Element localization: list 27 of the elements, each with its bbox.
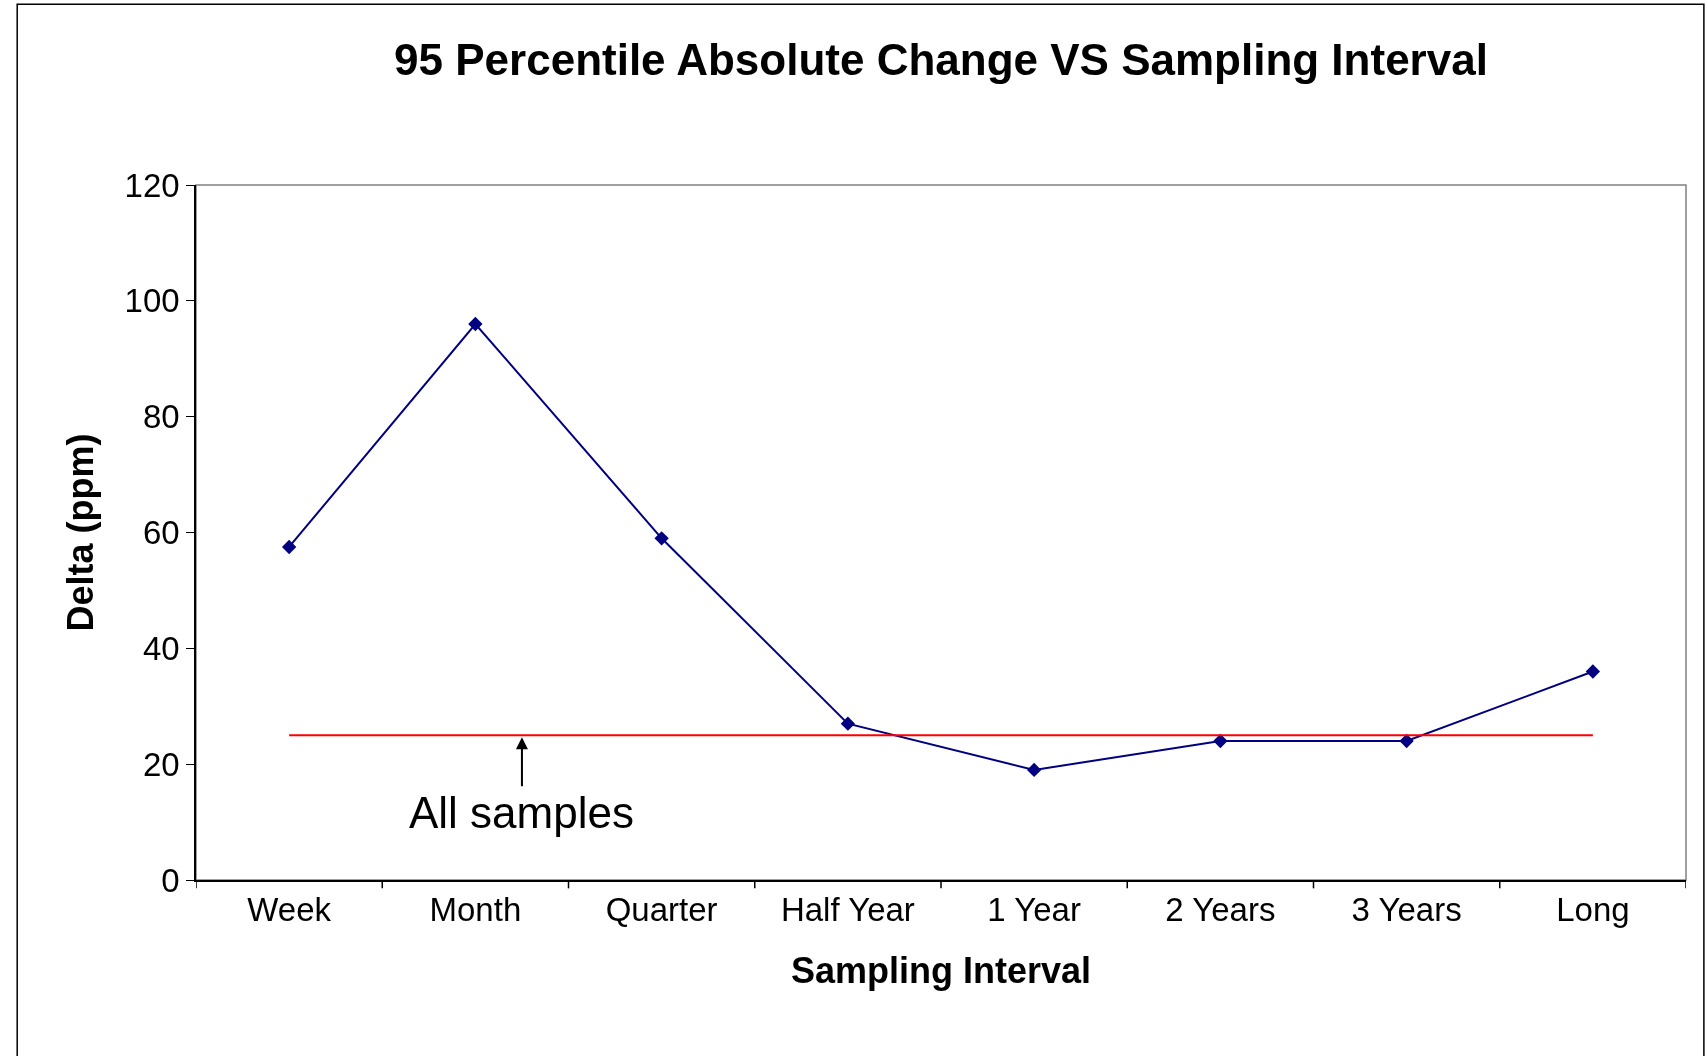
point: [654, 531, 669, 546]
x-tick-label: Long: [1556, 891, 1630, 929]
y-tick-label: 120: [124, 166, 180, 204]
y-tick-label: 40: [142, 629, 180, 667]
y-tick-label: 100: [124, 282, 180, 320]
x-tick-label: 1 Year: [987, 891, 1081, 929]
point: [1213, 733, 1228, 749]
point: [1585, 664, 1601, 679]
x-tick-label: Half Year: [780, 891, 915, 929]
point: [281, 539, 297, 555]
point: [840, 716, 856, 731]
x-tick-label: 3 Years: [1351, 891, 1462, 929]
y-tick-label: 20: [142, 745, 180, 783]
x-tick-label: Quarter: [605, 891, 718, 929]
x-axis-title: Sampling Interval: [790, 949, 1092, 991]
ref-line-label: All samples: [409, 788, 634, 837]
x-tick-label: Week: [247, 891, 332, 929]
y-tick-label: 60: [142, 514, 180, 552]
chart-title: 95 Percentile Absolute Change VS Sampling Interval: [394, 35, 1488, 85]
point: [1026, 762, 1042, 778]
y-axis-title: Delta (ppm): [59, 433, 101, 632]
y-tick-label: 0: [161, 861, 180, 899]
point: [468, 316, 483, 332]
y-tick-label: 80: [142, 398, 180, 436]
point: [1399, 733, 1414, 749]
x-tick-label: 2 Years: [1165, 891, 1276, 929]
x-tick-label: Month: [429, 891, 522, 929]
